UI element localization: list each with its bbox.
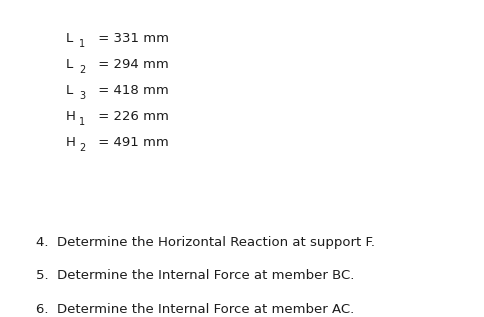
Text: = 226 mm: = 226 mm xyxy=(93,110,168,123)
Text: 4.  Determine the Horizontal Reaction at support F.: 4. Determine the Horizontal Reaction at … xyxy=(36,236,375,249)
Text: L: L xyxy=(65,58,73,71)
Text: 5.  Determine the Internal Force at member BC.: 5. Determine the Internal Force at membe… xyxy=(36,269,354,282)
Text: 6.  Determine the Internal Force at member AC.: 6. Determine the Internal Force at membe… xyxy=(36,303,354,316)
Text: = 331 mm: = 331 mm xyxy=(93,32,168,45)
Text: = 294 mm: = 294 mm xyxy=(93,58,168,71)
Text: L: L xyxy=(65,32,73,45)
Text: = 418 mm: = 418 mm xyxy=(93,84,168,97)
Text: 2: 2 xyxy=(79,65,85,75)
Text: L: L xyxy=(65,84,73,97)
Text: 3: 3 xyxy=(79,91,85,101)
Text: H: H xyxy=(65,110,75,123)
Text: 1: 1 xyxy=(79,39,85,49)
Text: H: H xyxy=(65,136,75,149)
Text: 2: 2 xyxy=(79,143,85,153)
Text: 1: 1 xyxy=(79,117,85,127)
Text: = 491 mm: = 491 mm xyxy=(93,136,168,149)
